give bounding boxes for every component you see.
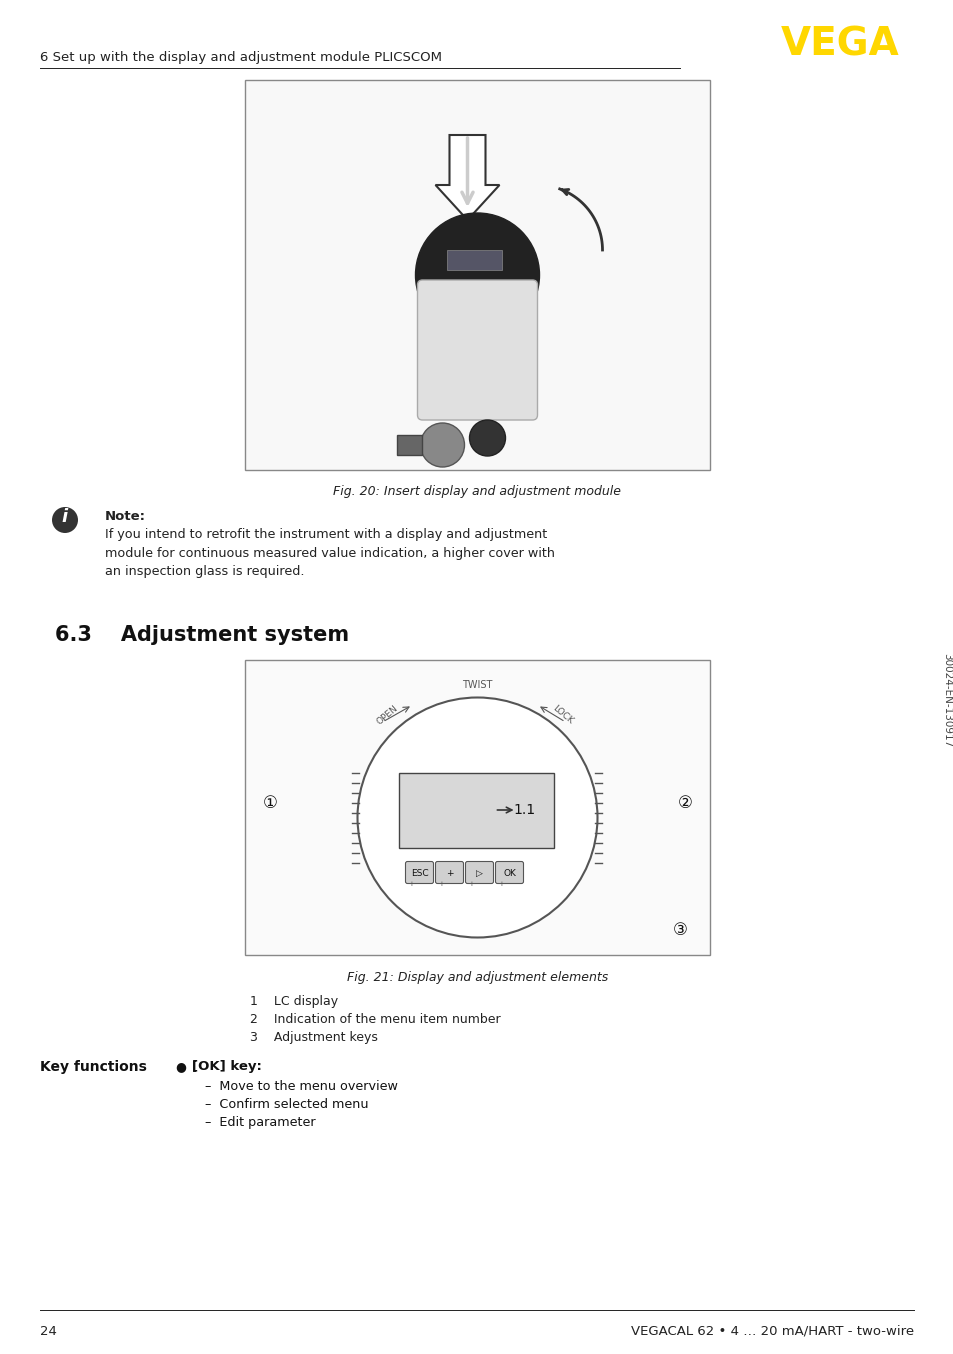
Text: OK: OK xyxy=(502,869,516,877)
Text: ●: ● xyxy=(174,1060,186,1072)
Bar xyxy=(492,290,502,298)
Text: Key functions: Key functions xyxy=(40,1060,147,1074)
Text: ②: ② xyxy=(677,793,692,811)
Bar xyxy=(399,773,554,848)
Text: LOCK: LOCK xyxy=(550,704,574,726)
Text: TWIST: TWIST xyxy=(462,680,492,691)
Text: 3    Adjustment keys: 3 Adjustment keys xyxy=(250,1030,377,1044)
Text: 30024-EN-130917: 30024-EN-130917 xyxy=(941,653,951,747)
Text: –  Move to the menu overview: – Move to the menu overview xyxy=(205,1080,397,1093)
FancyBboxPatch shape xyxy=(495,861,523,884)
Text: +: + xyxy=(445,869,453,877)
Text: 2    Indication of the menu item number: 2 Indication of the menu item number xyxy=(250,1013,500,1026)
Bar xyxy=(447,250,502,269)
Text: –  Edit parameter: – Edit parameter xyxy=(205,1116,315,1129)
Bar xyxy=(450,290,460,298)
Text: [OK] key:: [OK] key: xyxy=(192,1060,262,1072)
FancyBboxPatch shape xyxy=(405,861,433,884)
Text: +: + xyxy=(498,880,504,887)
Text: [: [ xyxy=(192,1060,197,1072)
FancyBboxPatch shape xyxy=(465,861,493,884)
Circle shape xyxy=(420,422,464,467)
Text: OPEN: OPEN xyxy=(375,704,399,726)
Bar xyxy=(464,290,474,298)
Circle shape xyxy=(357,697,597,937)
Text: 6 Set up with the display and adjustment module PLICSCOM: 6 Set up with the display and adjustment… xyxy=(40,51,441,65)
Text: –  Confirm selected menu: – Confirm selected menu xyxy=(205,1098,368,1112)
Text: ▷: ▷ xyxy=(476,869,482,877)
Text: +: + xyxy=(408,880,414,887)
Text: VEGACAL 62 • 4 … 20 mA/HART - two-wire: VEGACAL 62 • 4 … 20 mA/HART - two-wire xyxy=(630,1326,913,1338)
Text: Note:: Note: xyxy=(105,510,146,523)
Text: ③: ③ xyxy=(672,921,687,940)
Bar xyxy=(245,80,709,470)
Text: +: + xyxy=(468,880,474,887)
Text: ESC: ESC xyxy=(410,869,428,877)
Polygon shape xyxy=(435,135,499,219)
Text: Fig. 21: Display and adjustment elements: Fig. 21: Display and adjustment elements xyxy=(347,971,607,983)
Circle shape xyxy=(52,506,78,533)
Text: VEGA: VEGA xyxy=(781,26,899,64)
FancyBboxPatch shape xyxy=(435,861,463,884)
Circle shape xyxy=(416,213,539,337)
Bar xyxy=(478,290,488,298)
Text: 6.3    Adjustment system: 6.3 Adjustment system xyxy=(55,626,349,645)
Text: 1    LC display: 1 LC display xyxy=(250,995,337,1007)
Text: 24: 24 xyxy=(40,1326,57,1338)
Text: Fig. 20: Insert display and adjustment module: Fig. 20: Insert display and adjustment m… xyxy=(334,486,620,498)
Circle shape xyxy=(469,420,505,456)
Text: ①: ① xyxy=(262,793,277,811)
Text: i: i xyxy=(62,508,68,525)
Text: 1.1: 1.1 xyxy=(513,803,535,816)
Text: If you intend to retrofit the instrument with a display and adjustment
module fo: If you intend to retrofit the instrument… xyxy=(105,528,555,578)
Polygon shape xyxy=(397,435,422,455)
Text: +: + xyxy=(438,880,444,887)
Bar xyxy=(245,659,709,955)
FancyBboxPatch shape xyxy=(417,280,537,420)
